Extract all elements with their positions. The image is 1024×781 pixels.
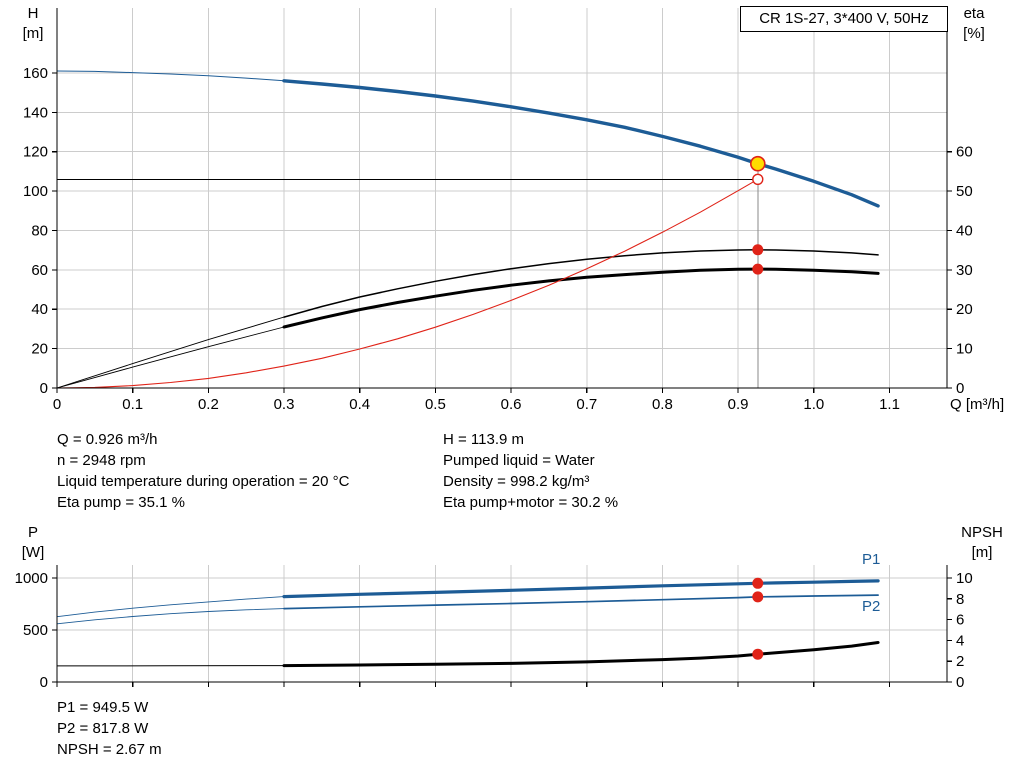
curve-head-lead <box>56 70 285 82</box>
curve-eta-pump-motor-lead <box>56 326 285 389</box>
y-left-tick-label: 100 <box>23 183 48 200</box>
y-right-tick-label: 0 <box>956 380 964 397</box>
result-line-p2: P2 = 817.8 W <box>57 720 149 737</box>
y-right-tick-label: 8 <box>956 591 964 608</box>
x-tick-label: 0 <box>53 396 61 413</box>
y-left-tick-label: 80 <box>31 223 48 240</box>
y-right-tick-label: 60 <box>956 144 973 161</box>
curve-eta-pump-motor <box>282 267 880 329</box>
flow-axis-title: Q [m³/h] <box>950 396 1005 413</box>
y-right-tick-label: 10 <box>956 570 973 587</box>
power-axis-symbol: P <box>27 524 38 541</box>
head-axis-title: H [m] <box>13 4 53 44</box>
p2-series-label: P2 <box>862 598 881 615</box>
info-line-speed: n = 2948 rpm <box>57 452 146 469</box>
y-left-tick-label: 120 <box>23 144 48 161</box>
y-left-tick-label: 1000 <box>15 570 48 587</box>
power-axis-unit: [W] <box>21 544 45 561</box>
curve-head <box>282 79 880 208</box>
y-left-tick-label: 0 <box>40 380 48 397</box>
operating-point-dot <box>752 591 764 603</box>
y-right-tick-label: 4 <box>956 632 964 649</box>
head-axis-unit: [m] <box>22 25 44 42</box>
power-npsh-chart: 0 500 1000 0 2 4 6 8 10 <box>15 565 973 691</box>
npsh-axis-symbol: NPSH <box>961 524 1003 541</box>
operating-point-dot <box>752 577 764 589</box>
p1-series-label: P1 <box>862 551 881 568</box>
x-tick-label: 0.1 <box>122 396 143 413</box>
y-right-tick-label: 30 <box>956 262 973 279</box>
operating-point-dot <box>752 263 764 275</box>
result-line-p1: P1 = 949.5 W <box>57 699 149 716</box>
eta-axis-unit: [%] <box>963 25 985 42</box>
y-right-tick-label: 6 <box>956 612 964 629</box>
result-line-npsh: NPSH = 2.67 m <box>57 741 162 758</box>
curve-p2 <box>283 594 879 610</box>
y-right-tick-label: 2 <box>956 653 964 670</box>
curve-p1 <box>282 579 880 599</box>
x-tick-label: 0.9 <box>728 396 749 413</box>
info-line-eta-pump-motor: Eta pump+motor = 30.2 % <box>443 494 619 511</box>
operating-point-dot <box>752 648 764 660</box>
npsh-axis-title: NPSH [m] <box>953 523 1011 563</box>
y-right-tick-label: 40 <box>956 223 973 240</box>
y-right-tick-label: 10 <box>956 341 973 358</box>
y-left-tick-label: 160 <box>23 65 48 82</box>
y-left-tick-label: 500 <box>23 622 48 639</box>
pump-model-title: CR 1S-27, 3*400 V, 50Hz <box>740 6 948 32</box>
x-tick-label: 0.2 <box>198 396 219 413</box>
curve-system-curve <box>56 178 759 389</box>
x-tick-label: 0.4 <box>349 396 370 413</box>
x-tick-label: 1.0 <box>803 396 824 413</box>
info-line-eta-pump: Eta pump = 35.1 % <box>57 494 185 511</box>
power-axis-title: P [W] <box>13 523 53 563</box>
info-line-head: H = 113.9 m <box>443 431 525 448</box>
duty-info-right-column: H = 113.9 m Pumped liquid = Water Densit… <box>443 429 618 513</box>
y-left-tick-label: 140 <box>23 104 48 121</box>
qh-eta-chart: 0 0.1 0.2 0.3 0.4 0.5 0.6 0.7 0.8 0.9 1.0 1.1 0 20 40 6… <box>23 8 973 413</box>
y-right-tick-label: 50 <box>956 183 973 200</box>
curve-p1-lead <box>56 596 285 618</box>
info-line-density: Density = 998.2 kg/m³ <box>443 473 590 490</box>
x-tick-label: 0.7 <box>576 396 597 413</box>
duty-point-marker[interactable] <box>749 155 766 172</box>
results-panel: P1 = 949.5 W P2 = 817.8 W NPSH = 2.67 m <box>57 697 162 760</box>
info-line-liquid: Pumped liquid = Water <box>443 452 595 469</box>
y-left-tick-label: 20 <box>31 341 48 358</box>
x-tick-label: 0.6 <box>501 396 522 413</box>
operating-point-dot <box>752 244 764 256</box>
eta-axis-symbol: eta <box>963 5 985 22</box>
info-line-temperature: Liquid temperature during operation = 20… <box>57 473 350 490</box>
curve-npsh <box>282 641 880 668</box>
x-tick-label: 1.1 <box>879 396 900 413</box>
npsh-axis-unit: [m] <box>971 544 993 561</box>
x-tick-label: 0.5 <box>425 396 446 413</box>
y-left-tick-label: 60 <box>31 262 48 279</box>
curve-p2-lead <box>56 608 285 625</box>
y-right-tick-label: 20 <box>956 301 973 318</box>
x-tick-label: 0.3 <box>274 396 295 413</box>
eta-axis-title: eta [%] <box>951 4 997 44</box>
curve-eta-pump-lead <box>56 316 285 389</box>
rated-point-marker <box>752 173 764 186</box>
duty-info-left-column: Q = 0.926 m³/h n = 2948 rpm Liquid tempe… <box>57 429 349 513</box>
y-left-tick-label: 40 <box>31 301 48 318</box>
curve-eta-pump <box>283 249 879 318</box>
info-line-flow: Q = 0.926 m³/h <box>57 431 158 448</box>
x-tick-label: 0.8 <box>652 396 673 413</box>
y-left-tick-label: 0 <box>40 674 48 691</box>
y-right-tick-label: 0 <box>956 674 964 691</box>
head-axis-symbol: H <box>27 5 39 22</box>
